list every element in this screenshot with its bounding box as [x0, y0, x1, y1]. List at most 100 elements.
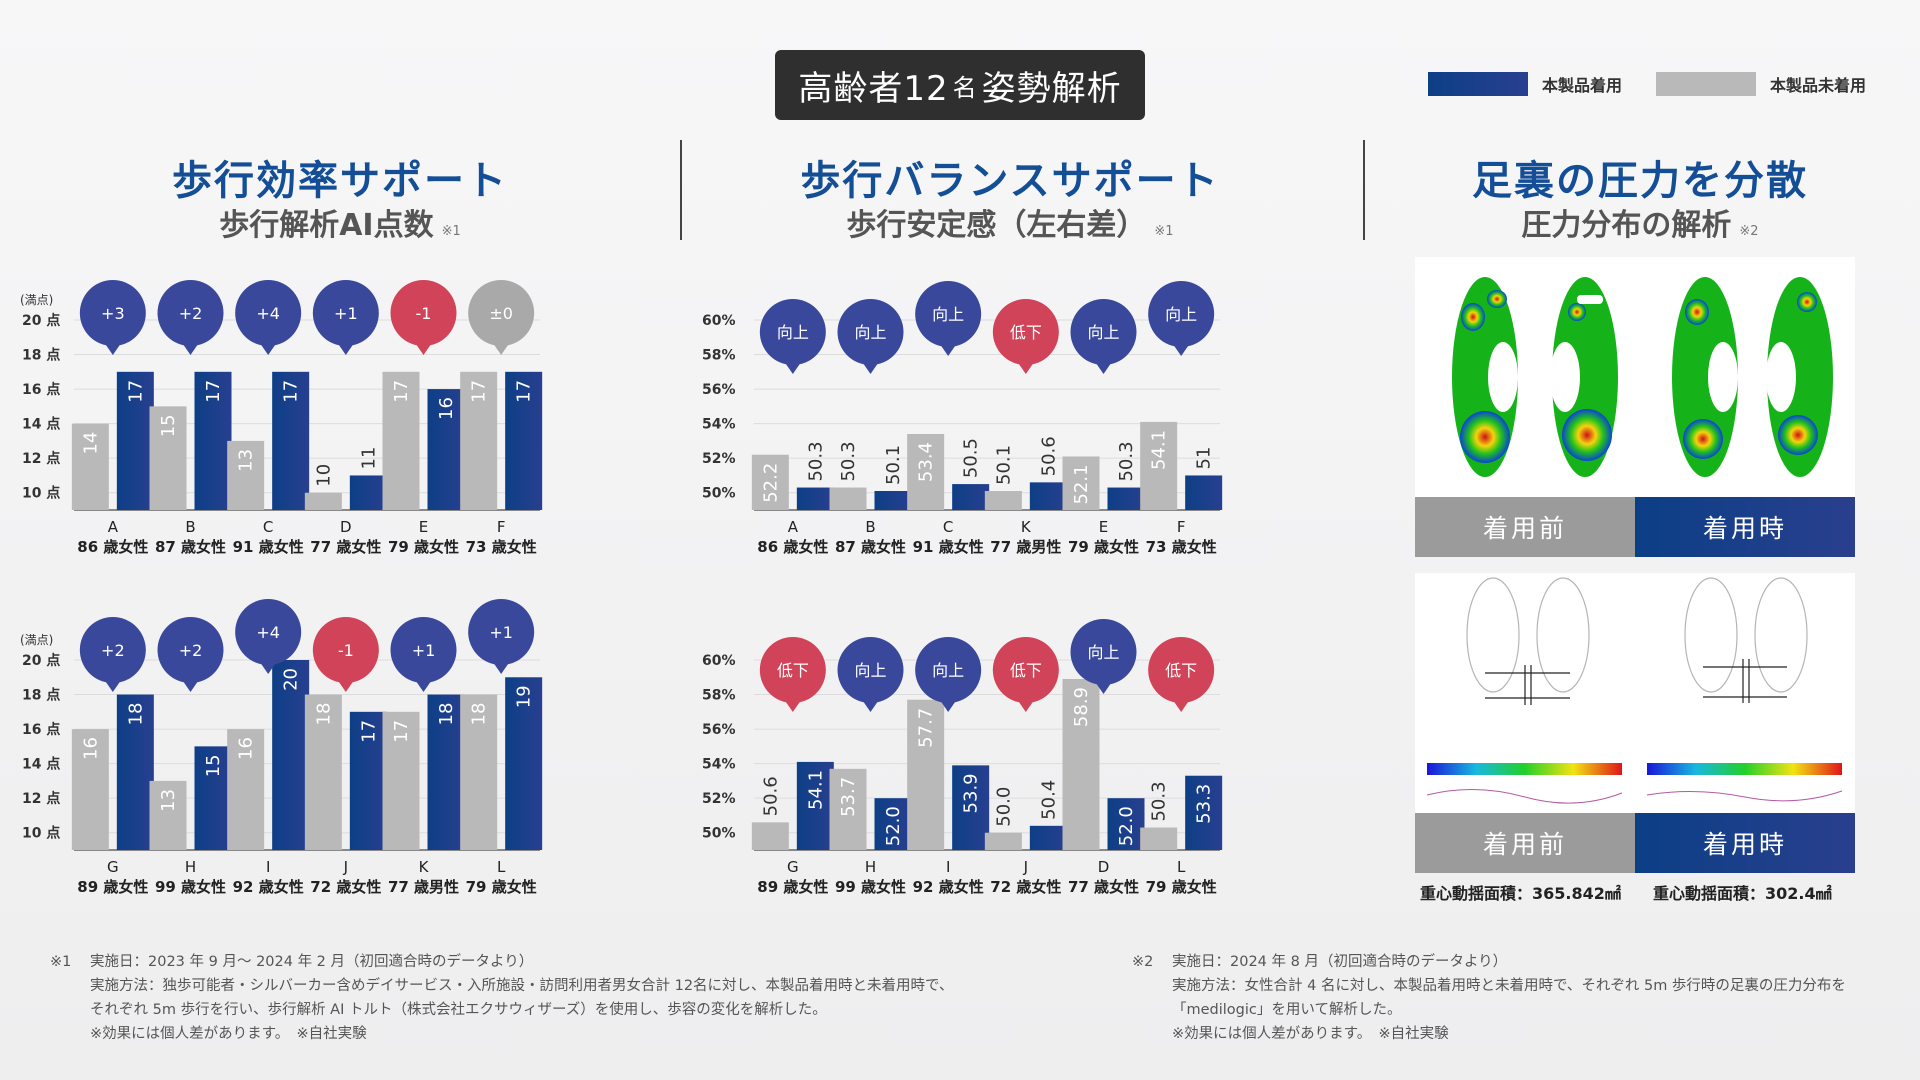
- sway-diagram: [1426, 577, 1843, 804]
- bar-not-worn: [227, 440, 265, 510]
- bar-worn: [1107, 487, 1145, 510]
- bar-not-worn: [382, 711, 420, 850]
- change-badge: 向上: [1070, 619, 1137, 694]
- y-tick-label: 16 点: [22, 381, 60, 398]
- pressure-map-panel: [1415, 257, 1855, 497]
- y-tick-label: 20 点: [22, 312, 60, 329]
- bar-not-worn-value: 50.0: [993, 787, 1014, 827]
- change-badge-label: -1: [338, 641, 354, 660]
- bar-worn-value: 51: [1194, 447, 1215, 470]
- change-badge: +3: [79, 280, 146, 355]
- bar-worn: [1029, 482, 1067, 510]
- section-1-title: 歩行効率サポート: [172, 158, 508, 204]
- change-badge: +1: [312, 280, 379, 355]
- section-2-note: ※1: [1154, 224, 1174, 239]
- change-badge-label: 向上: [777, 323, 809, 342]
- change-badge: 向上: [915, 637, 982, 712]
- change-badge: 低下: [992, 299, 1059, 374]
- x-category-label: I: [266, 858, 270, 876]
- footnote-2-mark: ※2: [1132, 954, 1154, 970]
- y-tick-label: 18 点: [22, 347, 60, 364]
- bar-not-worn: [149, 780, 187, 850]
- change-badge-label: +2: [101, 641, 125, 660]
- bar-not-worn-value: 57.7: [916, 708, 937, 748]
- change-badge: 向上: [1070, 299, 1137, 374]
- bar-worn: [1185, 475, 1223, 510]
- legend-not-worn: 本製品未着用: [1656, 72, 1866, 96]
- bar-not-worn: [149, 406, 187, 510]
- footnote-1: ※1 実施日：2023 年 9 月～ 2024 年 2 月（初回適合時のデータよ…: [50, 950, 1000, 1046]
- change-badge: +4: [235, 280, 302, 355]
- x-category-label: E: [419, 518, 428, 536]
- change-badge: 向上: [759, 299, 826, 374]
- score-chart-top: (満点) 20 点 18 点 16 点 14 点 12 点 10 点 14 17 A 86 歳女性 +…: [20, 280, 543, 556]
- change-badge-label: 低下: [1010, 323, 1042, 342]
- bar-not-worn-value: 53.7: [838, 777, 859, 817]
- change-badge-label: 低下: [1165, 661, 1197, 680]
- change-badge-label: +3: [101, 304, 125, 323]
- bar-worn-value: 53.3: [1194, 784, 1215, 824]
- x-category-label: H: [185, 858, 196, 876]
- bar-worn-value: 50.1: [883, 445, 904, 485]
- foot-left-after: [1672, 277, 1738, 477]
- bar-not-worn-value: 13: [236, 449, 257, 472]
- change-badge: 向上: [837, 637, 904, 712]
- bar-worn-value: 54.1: [805, 770, 826, 810]
- bar-worn-value: 17: [514, 380, 535, 403]
- divider-2: [1363, 140, 1365, 240]
- bar-not-worn-value: 18: [313, 703, 334, 726]
- legend-not-worn-swatch: [1656, 72, 1756, 96]
- bar-worn-value: 19: [514, 685, 535, 708]
- change-badge: 向上: [915, 281, 982, 356]
- sway-panel: [1415, 573, 1855, 813]
- change-badge-label: -1: [416, 304, 432, 323]
- section-2-subtitle-text: 歩行安定感（左右差）: [846, 208, 1147, 243]
- x-sub-label: 79 歳女性: [1146, 878, 1217, 896]
- bar-not-worn: [907, 434, 945, 510]
- bar-not-worn-value: 50.3: [1149, 781, 1170, 821]
- x-sub-label: 77 歳女性: [310, 538, 381, 556]
- y-tick-label: 14 点: [22, 416, 60, 433]
- bar-worn-value: 50.3: [1116, 441, 1137, 481]
- pressure-after-label: 着用時: [1635, 497, 1855, 557]
- foot-right-before: [1550, 277, 1618, 477]
- section-2-title: 歩行バランスサポート: [800, 158, 1220, 204]
- y-tick-label: 56%: [702, 722, 736, 738]
- foot-right-after: [1766, 277, 1833, 477]
- x-category-label: J: [1023, 858, 1028, 876]
- y-tick-label: 52%: [702, 791, 736, 807]
- change-badge-label: 向上: [932, 661, 964, 680]
- bar-not-worn: [227, 729, 265, 850]
- y-axis-title: (満点): [20, 293, 53, 307]
- bar-not-worn: [460, 371, 498, 510]
- bar-not-worn: [829, 768, 867, 850]
- bar-worn-value: 17: [203, 380, 224, 403]
- sway-area-before: 重心動揺面積：365.842㎟: [1420, 884, 1621, 903]
- bar-not-worn: [304, 694, 342, 850]
- bar-not-worn: [984, 491, 1022, 510]
- title-small: 名: [952, 73, 978, 102]
- x-category-label: G: [107, 858, 119, 876]
- bar-worn: [796, 487, 834, 510]
- bar-worn: [427, 694, 465, 850]
- x-sub-label: 77 歳男性: [388, 878, 459, 896]
- y-tick-label: 52%: [702, 451, 736, 467]
- x-category-label: C: [263, 518, 273, 536]
- change-badge-label: 向上: [1165, 305, 1197, 324]
- y-tick-label: 54%: [702, 417, 736, 433]
- bar-not-worn-value: 17: [391, 380, 412, 403]
- legend-worn: 本製品着用: [1428, 72, 1622, 96]
- change-badge-label: +4: [256, 304, 280, 323]
- bar-not-worn-value: 17: [469, 380, 490, 403]
- bar-not-worn-value: 50.1: [993, 445, 1014, 485]
- bar-worn-value: 17: [281, 380, 302, 403]
- bar-worn: [427, 389, 465, 510]
- bar-worn-value: 15: [203, 754, 224, 777]
- y-tick-label: 50%: [702, 486, 736, 502]
- bar-worn-value: 50.3: [805, 441, 826, 481]
- x-sub-label: 99 歳女性: [155, 878, 226, 896]
- bar-not-worn-value: 14: [80, 432, 101, 455]
- change-badge: 向上: [837, 299, 904, 374]
- footnote-1-line2: 実施方法：独歩可能者・シルバーカー含めデイサービス・入所施設・訪問利用者男女合計…: [90, 978, 954, 994]
